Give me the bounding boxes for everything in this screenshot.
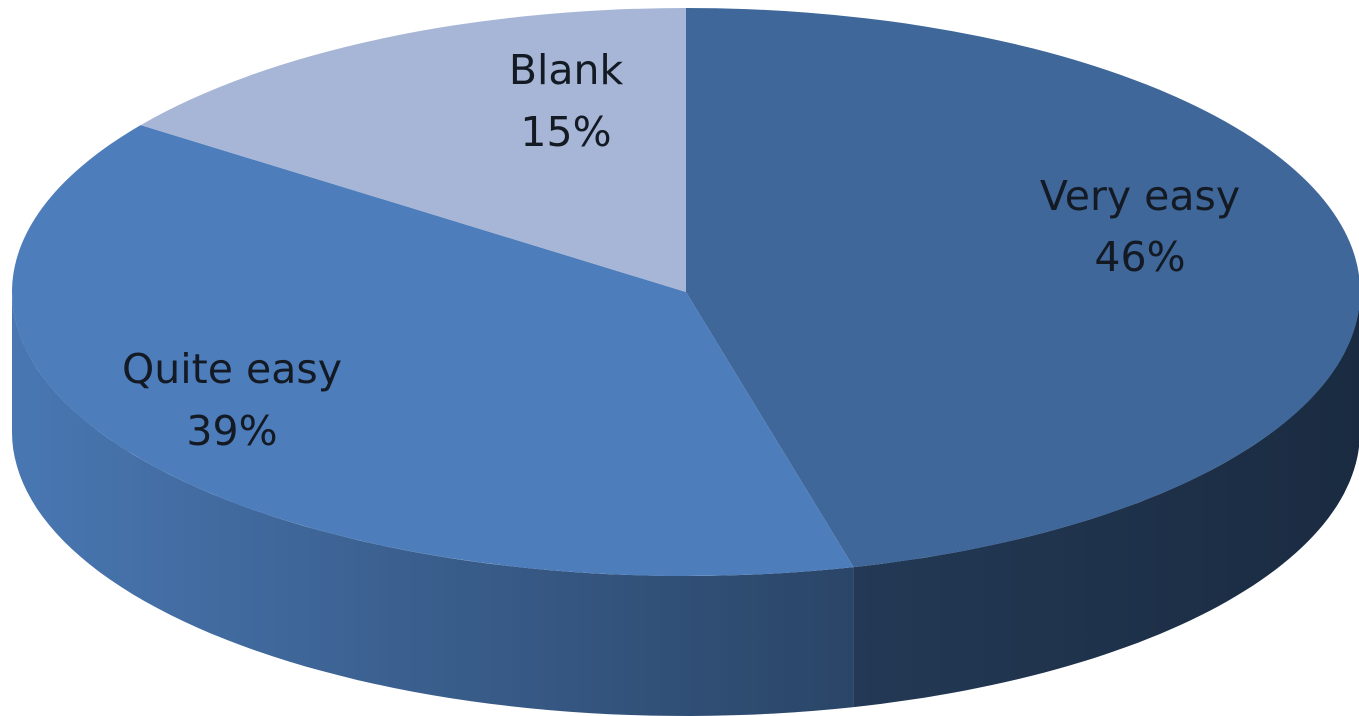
pie-labels: Very easy 46% Quite easy 39% Blank 15% [122, 46, 1240, 455]
slice-label-quite-easy-category: Quite easy [122, 345, 342, 393]
pie-side-very-easy [853, 306, 1359, 708]
slice-label-blank-value: 15% [520, 108, 611, 156]
pie-slice-very-easy [686, 8, 1359, 568]
pie-slice-blank [140, 8, 686, 292]
slice-label-quite-easy-value: 39% [186, 407, 277, 455]
slice-label-blank-category: Blank [509, 46, 624, 94]
slice-label-very-easy-value: 46% [1094, 233, 1185, 281]
slice-label-very-easy-category: Very easy [1040, 172, 1240, 220]
pie-side-quite-easy [12, 292, 854, 716]
pie-slice-quite-easy [11, 125, 854, 577]
pie-tops [11, 8, 1359, 577]
pie-sides [12, 292, 1359, 716]
